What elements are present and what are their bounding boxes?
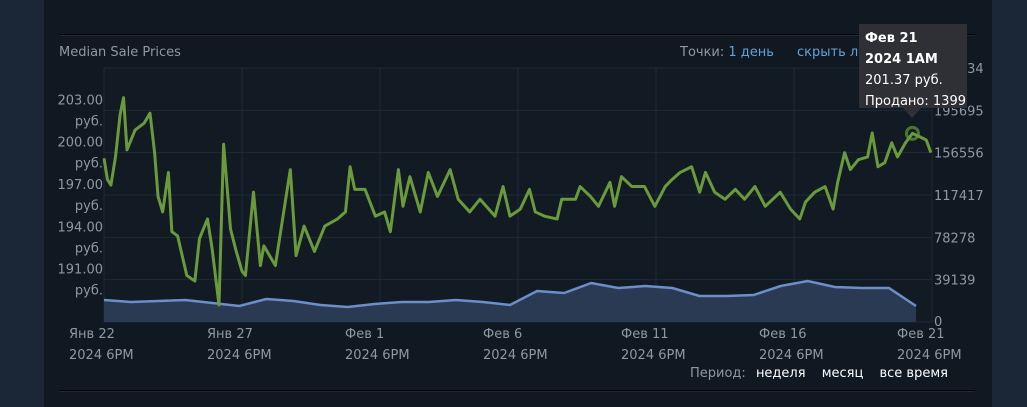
tooltip-time: 2024 1AM bbox=[865, 52, 938, 67]
tooltip-arrow bbox=[903, 108, 921, 118]
highlight-point bbox=[904, 125, 920, 141]
x-tick-label-date: Фев 6 bbox=[483, 327, 522, 342]
x-tick-label-time: 2024 6PM bbox=[345, 348, 410, 363]
x-tick-label-time: 2024 6PM bbox=[621, 348, 686, 363]
tooltip-price: 201.37 руб. bbox=[865, 73, 943, 88]
points-value-link[interactable]: 1 день bbox=[728, 45, 774, 60]
tooltip-date: Фев 21 bbox=[865, 31, 918, 46]
x-tick-label-time: 2024 6PM bbox=[69, 348, 134, 363]
x-tick-label-time: 2024 6PM bbox=[483, 348, 548, 363]
period-label: Период: bbox=[690, 366, 746, 381]
y-right-tick-label: 195695 bbox=[934, 104, 984, 119]
x-tick-label-date: Фев 16 bbox=[759, 327, 807, 342]
price-series bbox=[102, 96, 933, 307]
x-tick-label-time: 2024 6PM bbox=[759, 348, 824, 363]
axis-labels: 23483419569515655611741778278391390Янв 2… bbox=[58, 62, 984, 363]
y-left-tick-label: 203.00 bbox=[58, 93, 104, 108]
points-control: Точки: 1 день bbox=[680, 45, 774, 60]
top-divider bbox=[59, 34, 975, 35]
y-left-tick-unit: руб. bbox=[75, 157, 103, 172]
period-month[interactable]: месяц bbox=[821, 366, 864, 381]
volume-series bbox=[103, 279, 917, 322]
x-tick-label-date: Фев 11 bbox=[621, 327, 669, 342]
y-right-tick-label: 39139 bbox=[934, 274, 975, 289]
bottom-divider bbox=[59, 390, 975, 391]
tooltip: Фев 21 2024 1AM 201.37 руб. Продано: 139… bbox=[859, 24, 967, 109]
x-tick-label-date: Фев 21 bbox=[897, 327, 945, 342]
x-tick-label-date: Янв 27 bbox=[207, 327, 253, 342]
x-tick-label-date: Янв 22 bbox=[69, 327, 115, 342]
gridlines bbox=[104, 68, 932, 322]
y-left-tick-label: 194.00 bbox=[58, 220, 104, 235]
y-left-tick-label: 191.00 bbox=[58, 263, 104, 278]
hide-link[interactable]: скрыть ли bbox=[797, 45, 867, 60]
y-right-tick-label: 0 bbox=[934, 315, 942, 330]
points-label: Точки: bbox=[680, 45, 725, 60]
period-control: Период: неделя месяц все время bbox=[690, 366, 948, 381]
x-tick-label-time: 2024 6PM bbox=[897, 348, 962, 363]
y-right-tick-label: 156556 bbox=[934, 147, 984, 162]
y-right-tick-label: 117417 bbox=[934, 189, 984, 204]
y-left-tick-unit: руб. bbox=[75, 241, 103, 256]
period-lifetime[interactable]: все время bbox=[879, 366, 948, 381]
y-left-tick-label: 197.00 bbox=[58, 178, 104, 193]
price-line bbox=[102, 96, 933, 307]
y-left-tick-unit: руб. bbox=[75, 114, 103, 129]
y-left-tick-label: 200.00 bbox=[58, 136, 104, 151]
period-week[interactable]: неделя bbox=[755, 366, 806, 381]
volume-area bbox=[104, 281, 916, 322]
chart-title: Median Sale Prices bbox=[59, 45, 181, 60]
x-tick-label-time: 2024 6PM bbox=[207, 348, 272, 363]
x-tick-label-date: Фев 1 bbox=[345, 327, 384, 342]
tooltip-sold: Продано: 1399 bbox=[865, 94, 966, 109]
y-right-tick-label: 78278 bbox=[934, 231, 975, 246]
y-left-tick-unit: руб. bbox=[75, 284, 103, 299]
volume-line bbox=[103, 279, 917, 309]
y-left-tick-unit: руб. bbox=[75, 199, 103, 214]
